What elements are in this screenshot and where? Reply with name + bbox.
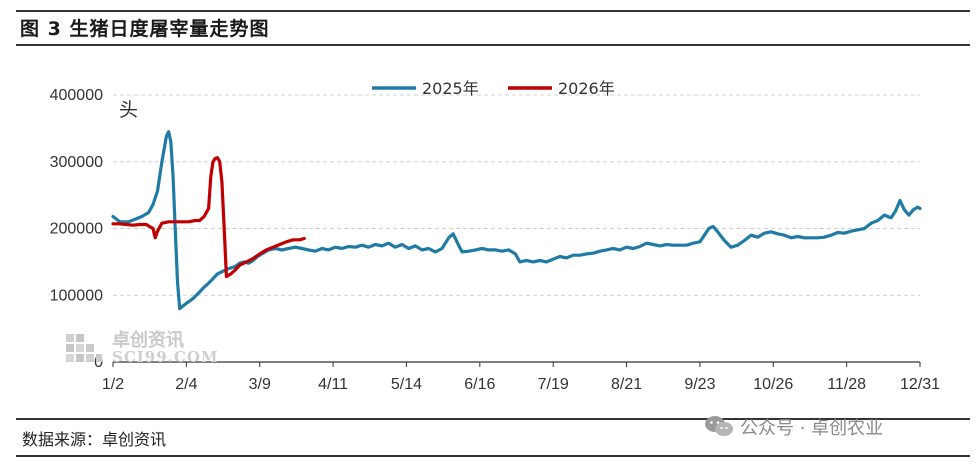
x-tick-label: 11/28	[827, 376, 866, 393]
x-tick-label: 5/14	[391, 376, 422, 393]
x-tick-label: 12/31	[900, 376, 940, 393]
series-line-2025	[111, 130, 922, 311]
chart-title: 图 3 生猪日度屠宰量走势图	[20, 18, 270, 40]
grid-lines	[113, 94, 920, 296]
wechat-icon	[705, 416, 733, 436]
y-tick-label: 100000	[50, 287, 103, 304]
legend-label: 2026年	[558, 79, 615, 98]
x-tick-label: 7/19	[538, 376, 569, 393]
watermark-en: SCI99.COM	[112, 348, 219, 366]
wechat-credit: 公众号 · 卓创农业	[704, 412, 964, 442]
y-unit-label: 头	[119, 99, 138, 121]
legend: 2025年 2026年	[372, 79, 615, 98]
title-top-rule	[16, 10, 970, 12]
x-tick-label: 3/9	[249, 376, 271, 393]
sci99-logo-icon	[66, 334, 102, 362]
axes	[112, 361, 921, 367]
x-tick-label: 8/21	[611, 376, 642, 393]
wechat-credit-text: 公众号 · 卓创农业	[740, 418, 884, 439]
y-tick-label: 300000	[50, 154, 103, 171]
watermark-cn: 卓创资讯	[112, 330, 184, 351]
x-tick-label: 2/4	[175, 376, 197, 393]
data-source: 数据来源：卓创资讯	[22, 430, 167, 449]
x-tick-label: 10/26	[753, 376, 793, 393]
tick-labels: 0 100000 200000 300000 400000 头 1/2 2/4 3/9 4/11 5…	[50, 87, 941, 393]
footer-bottom-rule	[16, 455, 970, 457]
series-line-2026	[111, 156, 306, 279]
legend-label: 2025年	[422, 79, 479, 98]
y-tick-label: 0	[94, 354, 103, 371]
x-tick-label: 9/23	[684, 376, 715, 393]
x-tick-label: 4/11	[318, 376, 348, 393]
series-lines	[111, 130, 922, 311]
x-tick-label: 6/16	[464, 376, 495, 393]
x-tick-label: 1/2	[102, 376, 124, 393]
title-bottom-rule	[16, 44, 970, 46]
y-tick-label: 400000	[50, 87, 103, 104]
y-tick-label: 200000	[50, 221, 103, 238]
footer-top-rule	[16, 418, 970, 420]
watermark: 卓创资讯 SCI99.COM	[64, 326, 244, 370]
